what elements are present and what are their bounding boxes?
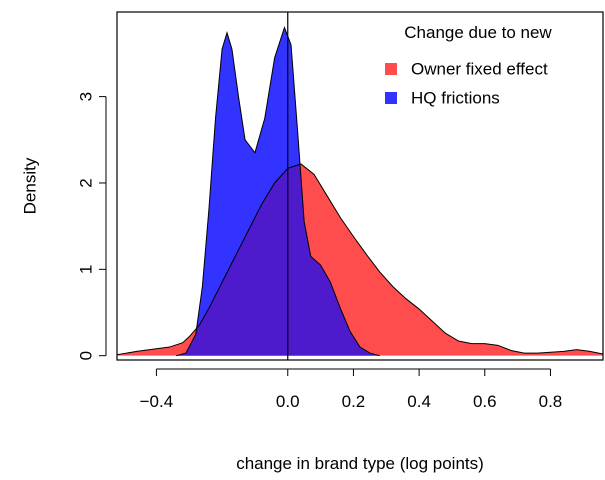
- hq-frictions-curve: [175, 26, 380, 357]
- owner-fixed-effect-area: [117, 163, 603, 356]
- plot-frame: [116, 11, 604, 361]
- x-tick-label: 0.2: [342, 392, 366, 411]
- y-tick-label: 2: [77, 178, 96, 187]
- x-tick-label: 0.4: [407, 392, 431, 411]
- y-axis: 0 1 2 3: [77, 92, 107, 360]
- y-tick-label: 3: [77, 92, 96, 101]
- hq-frictions-legend-label: HQ frictions: [411, 89, 500, 108]
- owner-fixed-effect-legend-label: Owner fixed effect: [411, 60, 548, 79]
- y-tick-label: 1: [77, 265, 96, 274]
- x-tick-label: −0.4: [140, 392, 174, 411]
- y-axis-title: Density: [21, 157, 40, 214]
- legend: Change due to new Owner fixed effect HQ f…: [385, 23, 552, 108]
- hq-frictions-legend-swatch: [385, 92, 397, 104]
- x-axis: −0.4 0.0 0.2 0.4 0.6 0.8: [140, 368, 563, 411]
- legend-title: Change due to new: [404, 23, 552, 42]
- overlap-layer: [176, 164, 380, 356]
- owner-fixed-effect-curve: [117, 163, 603, 356]
- x-axis-title: change in brand type (log points): [236, 454, 484, 473]
- x-tick-label: 0.6: [473, 392, 497, 411]
- density-curves: [117, 26, 603, 357]
- x-tick-label: 0.0: [276, 392, 300, 411]
- overlap-area: [176, 164, 380, 356]
- legend-items: Owner fixed effect HQ frictions: [385, 60, 548, 108]
- owner-fixed-effect-legend-swatch: [385, 63, 397, 75]
- x-tick-label: 0.8: [539, 392, 563, 411]
- y-tick-label: 0: [77, 351, 96, 360]
